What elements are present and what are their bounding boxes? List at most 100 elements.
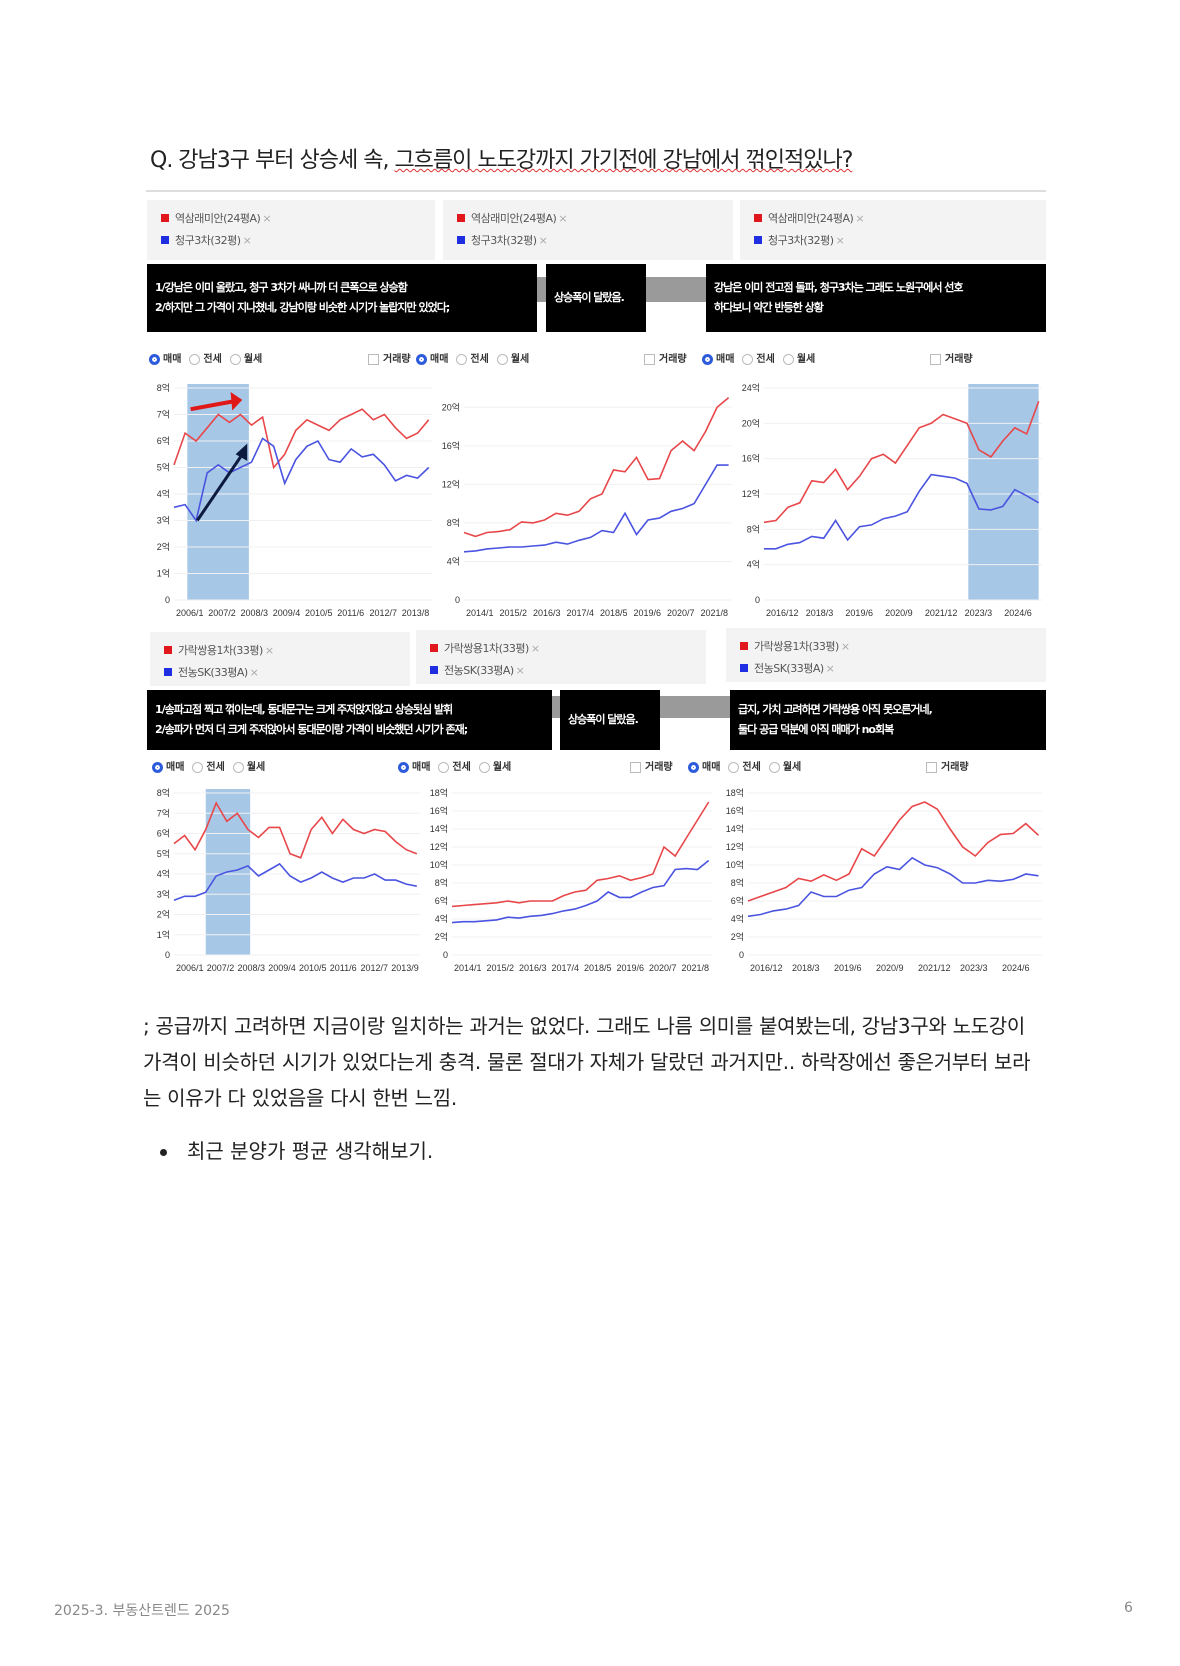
navy-arrowhead-icon	[235, 443, 248, 461]
radio-label: 월세	[510, 354, 530, 365]
radio-0[interactable]: 매매	[149, 350, 181, 365]
radio-label: 매매	[716, 354, 735, 365]
remove-icon[interactable]: ×	[262, 212, 272, 225]
title-prefix: Q. 강남3구 부터 상승세 속,	[150, 148, 395, 173]
body-paragraph: ; 공급까지 고려하면 지금이랑 일치하는 과거는 없었다. 그래도 나름 의미…	[143, 1014, 1031, 1110]
y-tick-label: 3억	[157, 515, 170, 526]
x-tick-label: 2023/3	[965, 608, 993, 618]
legend-blue: 청구3차(32평)	[471, 234, 537, 247]
x-tick-label: 2020/7	[667, 608, 695, 618]
radio-0[interactable]: 매매	[688, 758, 720, 773]
y-tick-label: 8억	[435, 877, 448, 888]
remove-icon[interactable]: ×	[242, 234, 252, 247]
radio-circle-icon	[496, 353, 508, 365]
remove-icon[interactable]: ×	[515, 664, 525, 677]
x-tick-label: 2010/5	[305, 608, 333, 618]
y-tick-label: 0	[443, 950, 448, 960]
radio-1[interactable]: 전세	[742, 350, 775, 365]
y-tick-label: 20억	[442, 401, 460, 412]
y-tick-label: 14억	[430, 823, 448, 834]
x-tick-label: 2016/3	[519, 963, 547, 973]
remove-icon[interactable]: ×	[855, 212, 865, 225]
x-tick-label: 2016/12	[750, 963, 783, 973]
legend-panel: 역삼래미안(24평A) × 청구3차(32평) ×	[147, 200, 435, 260]
legend-red: 역삼래미안(24평A)	[175, 212, 261, 225]
x-tick-label: 2014/1	[454, 963, 482, 973]
x-tick-label: 2023/3	[960, 963, 988, 973]
series-line-red	[747, 801, 1040, 902]
checkbox-icon	[368, 353, 379, 365]
radio-circle-icon	[232, 761, 244, 773]
x-tick-label: 2021/12	[925, 608, 958, 618]
series-line-blue	[173, 862, 417, 902]
title-underlined: 그흐름이 노도강까지 가기전에 강남에서 꺾인적있나?	[394, 148, 853, 173]
x-tick-label: 2010/5	[299, 963, 327, 973]
legend-red: 가락쌍용1차(33평)	[444, 642, 529, 655]
x-tick-label: 2021/8	[701, 608, 729, 618]
radio-label: 전세	[206, 762, 225, 773]
blue-square-icon	[754, 236, 762, 244]
radio-2[interactable]: 월세	[782, 350, 815, 365]
remove-icon[interactable]: ×	[249, 666, 259, 679]
radio-2[interactable]: 월세	[496, 350, 530, 365]
x-tick-label: 2018/5	[584, 963, 612, 973]
volume-checkbox[interactable]: 거래량	[630, 758, 673, 773]
radio-2[interactable]: 월세	[478, 758, 512, 773]
remove-icon[interactable]: ×	[840, 640, 850, 653]
red-square-icon	[161, 214, 169, 222]
radio-1[interactable]: 전세	[192, 758, 225, 773]
radio-circle-icon	[478, 761, 490, 773]
note-line: 급지, 가치 고려하면 가락쌍용 아직 못오른거네,	[738, 703, 933, 716]
y-tick-label: 6억	[157, 435, 170, 446]
checkbox-label: 거래량	[941, 762, 969, 773]
volume-checkbox[interactable]: 거래량	[368, 350, 411, 365]
radio-label: 월세	[782, 762, 802, 773]
remove-icon[interactable]: ×	[835, 234, 845, 247]
x-tick-label: 2012/7	[361, 963, 389, 973]
radio-label: 매매	[702, 762, 721, 773]
radio-2[interactable]: 월세	[229, 350, 262, 365]
y-tick-label: 1억	[157, 568, 170, 579]
radio-0[interactable]: 매매	[152, 758, 184, 773]
y-tick-label: 18억	[430, 787, 448, 798]
y-tick-label: 4억	[435, 913, 448, 924]
y-tick-label: 2억	[157, 909, 170, 920]
radio-label: 매매	[166, 762, 185, 773]
y-tick-label: 7억	[157, 409, 170, 420]
remove-icon[interactable]: ×	[825, 662, 835, 675]
remove-icon[interactable]: ×	[538, 234, 548, 247]
y-tick-label: 16억	[742, 453, 760, 464]
y-tick-label: 8억	[157, 787, 170, 798]
price-chart-6: 0 2억 4억 6억 8억 10억 12억 14억 16억 18억 2016/12 2018/3 201…	[726, 787, 1042, 973]
volume-checkbox[interactable]: 거래량	[930, 350, 973, 365]
y-tick-label: 4억	[731, 913, 744, 924]
series-line-blue	[463, 464, 729, 553]
volume-checkbox[interactable]: 거래량	[926, 758, 969, 773]
blue-square-icon	[430, 666, 438, 674]
x-tick-label: 2024/6	[1004, 608, 1032, 618]
note-line: 상승폭이 달랐음.	[554, 291, 625, 304]
note-box: 1/송파고점 찍고 꺾이는데, 동대문구는 크게 주저앉지않고 상승됫심 발휘 2…	[147, 690, 552, 750]
radio-0[interactable]: 매매	[416, 350, 448, 365]
volume-checkbox[interactable]: 거래량	[644, 350, 687, 365]
y-tick-label: 0	[165, 595, 170, 605]
x-tick-label: 2019/6	[617, 963, 645, 973]
highlight-band	[968, 384, 1039, 600]
radio-0[interactable]: 매매	[702, 350, 734, 365]
legend-panel: 가락쌍용1차(33평) × 전농SK(33평A) ×	[416, 630, 706, 684]
note-line: 상승폭이 달랐음.	[568, 713, 639, 726]
radio-0[interactable]: 매매	[398, 758, 430, 773]
remove-icon[interactable]: ×	[558, 212, 568, 225]
radio-label: 월세	[492, 762, 512, 773]
remove-icon[interactable]: ×	[264, 644, 274, 657]
radio-1[interactable]: 전세	[728, 758, 761, 773]
radio-1[interactable]: 전세	[189, 350, 222, 365]
radio-1[interactable]: 전세	[438, 758, 471, 773]
series-line-red	[173, 408, 430, 470]
x-tick-label: 2018/3	[806, 608, 834, 618]
radio-2[interactable]: 월세	[768, 758, 802, 773]
radio-2[interactable]: 월세	[232, 758, 265, 773]
remove-icon[interactable]: ×	[530, 642, 540, 655]
y-tick-label: 2억	[731, 931, 744, 942]
radio-1[interactable]: 전세	[456, 350, 489, 365]
